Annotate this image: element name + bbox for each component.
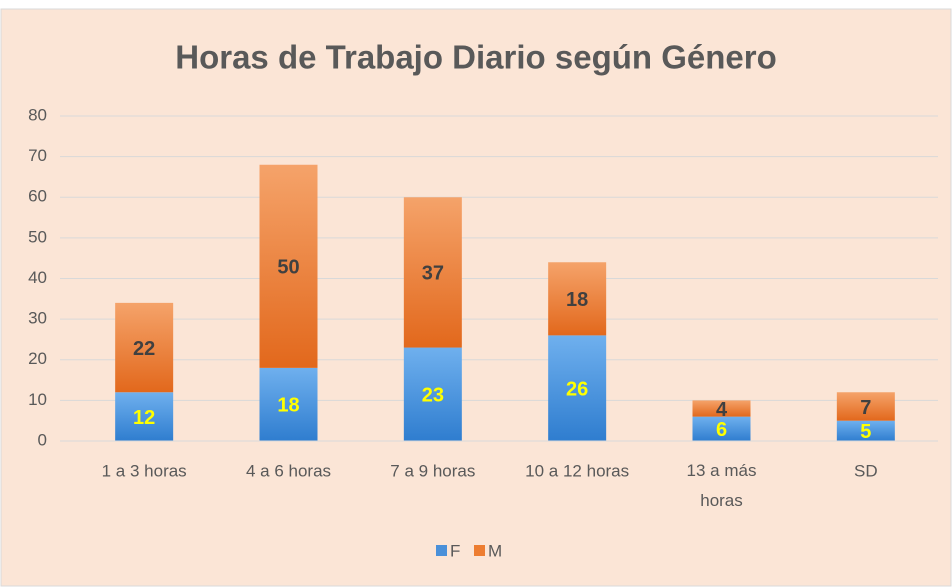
data-label: 22 bbox=[133, 338, 155, 360]
legend-label: F bbox=[450, 541, 460, 560]
bar-segment bbox=[259, 367, 318, 441]
data-label: 7 bbox=[860, 397, 871, 419]
x-tick-label-line: 13 a más bbox=[687, 461, 757, 480]
data-label: 4 bbox=[716, 399, 728, 421]
y-tick-label: 50 bbox=[28, 227, 47, 246]
chart-title: Horas de Trabajo Diario según Género bbox=[175, 39, 777, 76]
bar-segment bbox=[692, 400, 751, 417]
data-label: 23 bbox=[422, 385, 444, 407]
y-tick-label: 80 bbox=[28, 105, 47, 124]
data-label: 6 bbox=[716, 419, 727, 441]
y-tick-label: 20 bbox=[28, 349, 47, 368]
y-tick-label: 10 bbox=[28, 390, 47, 409]
bar-segment bbox=[548, 335, 607, 441]
x-tick-label: 4 a 6 horas bbox=[246, 461, 331, 480]
data-label: 26 bbox=[566, 378, 588, 400]
y-tick-label: 30 bbox=[28, 309, 47, 328]
data-label: 37 bbox=[422, 263, 444, 285]
bar-segment bbox=[115, 392, 174, 441]
data-label: 18 bbox=[277, 395, 299, 417]
data-label: 50 bbox=[277, 257, 299, 279]
y-tick-label: 40 bbox=[28, 268, 47, 287]
legend-swatch bbox=[474, 545, 485, 556]
x-tick-label: 1 a 3 horas bbox=[102, 461, 187, 480]
bar-segment bbox=[403, 197, 462, 348]
bar-segment bbox=[692, 416, 751, 441]
bar-segment bbox=[836, 420, 895, 441]
bar-segment bbox=[115, 302, 174, 393]
x-tick-label: SD bbox=[854, 461, 878, 480]
y-tick-label: 0 bbox=[38, 430, 47, 449]
bar-segment bbox=[403, 347, 462, 441]
x-tick-label-line: horas bbox=[700, 491, 743, 510]
legend-label: M bbox=[488, 541, 502, 560]
bar-segment bbox=[836, 392, 895, 421]
legend-swatch bbox=[436, 545, 447, 556]
data-label: 12 bbox=[133, 407, 155, 429]
data-label: 18 bbox=[566, 289, 588, 311]
y-tick-label: 70 bbox=[28, 146, 47, 165]
bar-segment bbox=[259, 164, 318, 368]
y-tick-label: 60 bbox=[28, 187, 47, 206]
x-tick-label: 13 a más horas bbox=[687, 461, 757, 510]
x-tick-label: 10 a 12 horas bbox=[525, 461, 629, 480]
bar-segment bbox=[548, 262, 607, 336]
chart-background bbox=[0, 8, 952, 587]
data-label: 5 bbox=[860, 421, 871, 443]
x-tick-label: 7 a 9 horas bbox=[390, 461, 475, 480]
